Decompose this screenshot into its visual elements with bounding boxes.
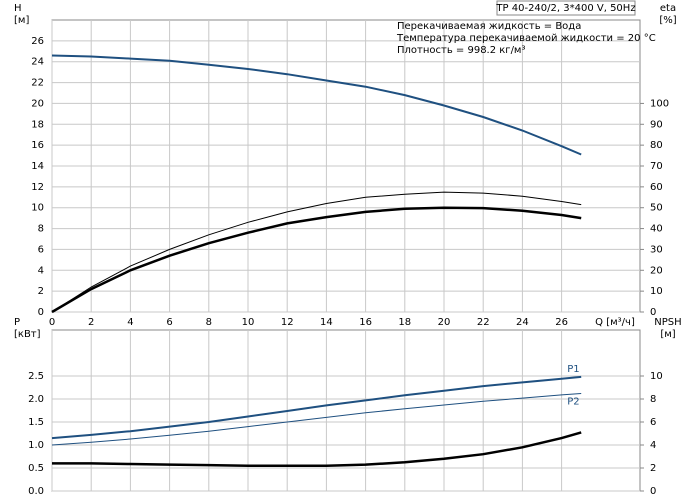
y-tick-label: 14 (31, 161, 44, 172)
y2-tick-label: 50 (650, 203, 663, 214)
y2-tick-label: 4 (650, 440, 656, 451)
y-tick-label: 0.5 (28, 463, 44, 474)
y2-tick-label: 80 (650, 140, 663, 151)
y2-axis-label: NPSH (654, 317, 681, 328)
y-tick-label: 4 (38, 265, 44, 276)
x-tick-label: 22 (477, 317, 490, 328)
y2-axis-unit: [м] (660, 329, 675, 340)
x-tick-label: 8 (206, 317, 212, 328)
y-tick-label: 12 (31, 182, 44, 193)
x-tick-label: 6 (166, 317, 172, 328)
x-tick-label: 2 (88, 317, 94, 328)
y2-tick-label: 2 (650, 463, 656, 474)
series-line (51, 393, 582, 446)
y2-tick-label: 60 (650, 182, 663, 193)
y-tick-label: 8 (38, 224, 44, 235)
y-tick-label: 26 (31, 36, 44, 47)
y2-tick-label: 10 (650, 371, 663, 382)
annotation: Температура перекачиваемой жидкости = 20… (396, 33, 656, 44)
x-axis-label: Q [м³/ч] (595, 317, 635, 328)
series-line (51, 375, 582, 440)
y-tick-label: 24 (31, 57, 44, 68)
y2-tick-label: 8 (650, 394, 656, 405)
y2-tick-label: 20 (650, 265, 663, 276)
y2-tick-label: 0 (650, 307, 656, 318)
y-tick-label: 1.0 (28, 440, 44, 451)
y2-axis-unit: [%] (659, 15, 676, 26)
x-tick-label: 24 (516, 317, 529, 328)
y2-tick-label: 0 (650, 486, 656, 497)
y-tick-label: 0.0 (28, 486, 44, 497)
y2-tick-label: 40 (650, 224, 663, 235)
y-tick-label: 22 (31, 78, 44, 89)
plot-frame (51, 329, 641, 492)
x-tick-label: 14 (320, 317, 333, 328)
series-line (52, 431, 582, 467)
series-line (51, 206, 582, 314)
annotation: Плотность = 998.2 кг/м³ (397, 45, 526, 56)
y2-tick-label: 6 (650, 417, 656, 428)
x-tick-label: 26 (555, 317, 568, 328)
y-tick-label: 16 (31, 140, 44, 151)
y-axis-label: H (14, 3, 22, 14)
y-tick-label: 20 (31, 98, 44, 109)
y-tick-label: 2.5 (28, 371, 44, 382)
series-line (51, 191, 582, 313)
y-tick-label: 18 (31, 119, 44, 130)
y-tick-label: 2 (38, 286, 44, 297)
y2-axis-label: eta (660, 3, 676, 14)
series-label: P2 (567, 396, 579, 407)
x-tick-label: 4 (127, 317, 133, 328)
x-tick-label: 20 (438, 317, 451, 328)
x-tick-label: 16 (359, 317, 372, 328)
title-box (496, 0, 636, 16)
annotation: Перекачиваемая жидкость = Вода (397, 21, 581, 32)
y2-tick-label: 90 (650, 119, 663, 130)
y-tick-label: 6 (38, 244, 44, 255)
x-tick-label: 0 (49, 317, 55, 328)
y-axis-unit: [кВт] (14, 329, 41, 340)
y-tick-label: 1.5 (28, 417, 44, 428)
y2-tick-label: 100 (650, 98, 669, 109)
y-axis-label: P (14, 317, 20, 328)
y2-tick-label: 70 (650, 161, 663, 172)
series-line (51, 54, 582, 156)
y-axis-unit: [м] (14, 15, 29, 26)
y-tick-label: 2.0 (28, 394, 44, 405)
y2-tick-label: 10 (650, 286, 663, 297)
y2-tick-label: 30 (650, 244, 663, 255)
y-tick-label: 10 (31, 203, 44, 214)
x-tick-label: 10 (242, 317, 255, 328)
x-tick-label: 12 (281, 317, 294, 328)
y-tick-label: 0 (38, 307, 44, 318)
chart-title: TP 40-240/2, 3*400 V, 50Hz (495, 3, 635, 14)
series-label: P1 (567, 364, 579, 375)
x-tick-label: 18 (398, 317, 411, 328)
